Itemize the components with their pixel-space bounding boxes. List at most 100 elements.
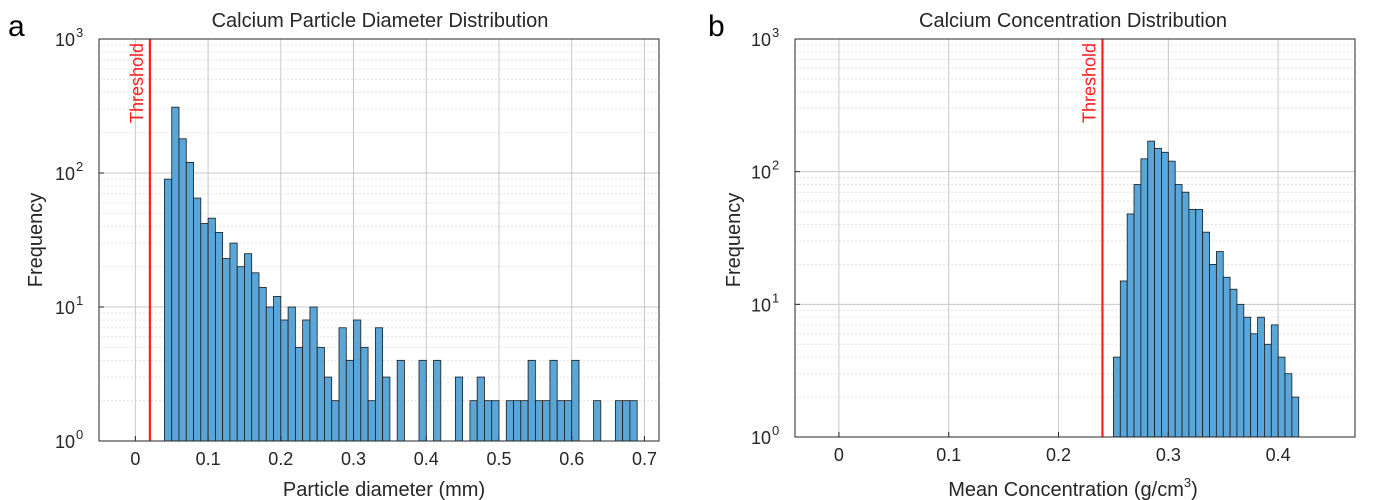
y-tick-exponent: 0 — [76, 427, 83, 442]
x-tick-label: 0.3 — [341, 449, 366, 469]
x-ticks-a: 0 0.1 0.2 0.3 0.4 0.5 0.6 0.7 — [130, 436, 657, 469]
bar — [207, 217, 216, 442]
bar — [433, 359, 442, 442]
bar — [1181, 191, 1190, 438]
y-tick-exponent: 1 — [772, 290, 779, 305]
bars-a — [164, 106, 638, 442]
y-tick-label: 10 — [751, 295, 771, 315]
bar — [1243, 316, 1252, 438]
bar — [258, 287, 267, 442]
x-axis-label-b-main: Mean Concentration (g/cm — [948, 479, 1184, 500]
bar — [280, 319, 289, 442]
bar — [1167, 160, 1176, 438]
bar — [200, 223, 209, 442]
bar — [171, 106, 180, 442]
bar — [193, 197, 202, 442]
y-tick-exponent: 2 — [76, 159, 83, 174]
bar — [1270, 324, 1279, 438]
plot-frame-b — [794, 38, 1356, 438]
x-ticks-b: 0 0.1 0.2 0.3 0.4 — [834, 432, 1291, 465]
y-tick-exponent: 1 — [76, 293, 83, 308]
bar — [571, 359, 580, 442]
y-tick-exponent: 3 — [76, 25, 83, 40]
bar — [534, 400, 544, 442]
y-axis-label-b: Frequency — [723, 193, 745, 288]
x-tick-label: 0.4 — [414, 449, 439, 469]
bar — [418, 359, 427, 442]
plot-frame-a — [98, 38, 660, 442]
bar — [1215, 251, 1224, 438]
bar — [564, 400, 573, 442]
bar — [324, 376, 333, 442]
bar — [1222, 276, 1231, 438]
x-tick-label: 0.1 — [936, 445, 961, 465]
y-tick-exponent: 2 — [772, 158, 779, 173]
x-axis-label-b-sup: 3 — [1184, 475, 1191, 490]
bar — [309, 306, 318, 442]
bar — [1195, 208, 1204, 438]
y-tick-label: 10 — [751, 163, 771, 183]
x-tick-label: 0.5 — [486, 449, 511, 469]
bar — [367, 400, 376, 442]
y-tick-label: 10 — [55, 432, 75, 452]
bar — [294, 346, 304, 442]
bar — [1140, 158, 1149, 438]
bar — [1277, 356, 1286, 438]
bar — [185, 161, 194, 442]
bar — [353, 319, 362, 442]
bar — [1236, 303, 1245, 438]
bar — [214, 232, 224, 442]
bar — [614, 400, 624, 442]
y-axis-label-a: Frequency — [25, 193, 47, 288]
bar — [491, 400, 500, 442]
bar — [396, 359, 405, 442]
bar — [229, 242, 238, 442]
bar — [1264, 343, 1272, 438]
bar — [1284, 373, 1293, 438]
chart-title-a: Calcium Particle Diameter Distribution — [212, 10, 549, 32]
bar — [542, 400, 551, 442]
bar — [1147, 140, 1156, 438]
bar — [1174, 184, 1183, 438]
bar — [1209, 263, 1217, 438]
bar — [505, 400, 514, 442]
bar — [1202, 231, 1210, 438]
bar — [476, 376, 485, 442]
x-tick-label: 0.4 — [1266, 445, 1291, 465]
gridlines-b — [795, 38, 1355, 438]
y-tick-label: 10 — [751, 30, 771, 50]
x-tick-label: 0.6 — [559, 449, 584, 469]
bar — [382, 376, 391, 442]
bar — [1257, 316, 1265, 438]
bar — [454, 376, 464, 442]
y-tick-label: 10 — [55, 30, 75, 50]
x-tick-label: 0.2 — [268, 449, 293, 469]
panel-label-a: a — [8, 10, 25, 43]
bar — [287, 306, 296, 442]
bar — [222, 258, 231, 442]
bar — [1229, 288, 1238, 438]
bar — [244, 253, 253, 442]
bar — [1126, 213, 1135, 438]
bar — [273, 295, 282, 442]
bar — [164, 178, 173, 442]
bar — [629, 400, 638, 442]
bar — [1119, 280, 1128, 438]
x-tick-label: 0.3 — [1156, 445, 1181, 465]
threshold-label-b: Threshold — [1079, 43, 1099, 123]
bar — [513, 400, 522, 442]
x-axis-label-a: Particle diameter (mm) — [283, 479, 485, 500]
bar — [527, 359, 536, 442]
bar — [316, 346, 325, 442]
bar — [338, 327, 347, 442]
bar — [1161, 151, 1169, 438]
bar — [1113, 356, 1121, 438]
bar — [1291, 396, 1300, 438]
x-tick-label: 0.1 — [196, 449, 221, 469]
chart-panel-b: b Calcium Concentration Distribution Thr… — [708, 10, 1356, 500]
bar — [302, 319, 311, 442]
bar — [1154, 147, 1162, 438]
